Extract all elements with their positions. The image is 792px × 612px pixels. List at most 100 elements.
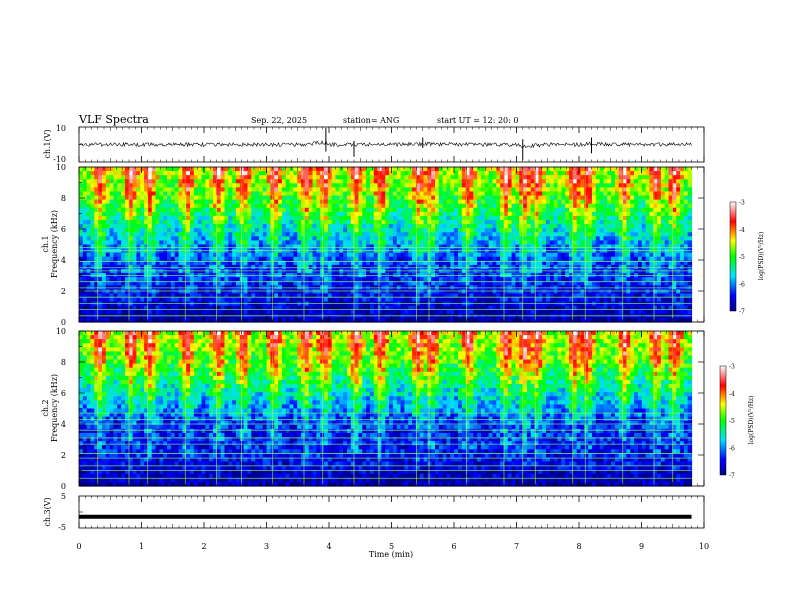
ch1-spectrogram-cell [611,252,616,258]
ch1-spectrogram-cell [186,183,191,188]
ch1-spectrogram-cell [381,277,386,282]
ch1-spectrogram-cell [634,195,639,201]
ch1-spectrogram-cell [400,232,405,237]
ch1-spectrogram-cell [366,187,371,193]
ch1-spectrogram-cell [546,236,551,242]
ch1-spectrogram-cell [645,244,650,250]
ch1-spectrogram-cell [151,195,157,201]
ch1-spectrogram-cell [297,240,302,246]
ch1-spectrogram-cell [488,224,494,229]
ch1-spectrogram-cell [243,215,249,221]
ch1-spectrogram-cell [312,236,317,242]
ch1-spectrogram-cell [144,260,149,266]
ch1-spectrogram-cell [569,228,574,233]
ch1-spectrogram-cell [220,183,226,188]
ch1-spectrogram-cell [653,191,658,197]
ch1-spectrogram-cell [201,187,206,193]
ch1-spectrogram-cell [400,203,405,209]
ch1-spectrogram-cell [247,187,252,193]
ch1-spectrogram-cell [331,256,337,262]
ch1-spectrogram-cell [324,191,329,197]
ch1-spectrogram-cell [396,207,402,213]
ch1-spectrogram-cell [235,277,241,282]
ch1-spectrogram-cell [553,203,559,209]
ch1-spectrogram-cell [618,203,624,209]
ch1-spectrogram-cell [159,281,164,286]
ch1-spectrogram-cell [377,195,383,201]
ch1-spectrogram-cell [170,256,176,262]
ch1-spectrogram-cell [546,215,551,221]
ch1-spectrogram-cell [381,240,386,246]
ch1-spectrogram-cell [220,215,226,221]
ch1-spectrogram-cell [672,277,677,282]
ch1-spectrogram-cell [507,260,513,266]
ch1-spectrogram-cell [519,260,524,266]
ch1-spectrogram-cell [507,228,513,233]
ch1-spectrogram-cell [193,228,199,233]
ch1-spectrogram-cell [427,183,432,188]
ch1-spectrogram-cell [523,224,528,229]
ch1-spectrogram-cell [366,281,371,286]
ch1-spectrogram-cell [136,215,141,221]
ch1-spectrogram-cell [281,264,287,270]
ch1-spectrogram-cell [228,220,233,225]
ch1-spectrogram-cell [607,183,612,188]
ch1-spectrogram-cell [247,260,252,266]
ch1-spectrogram-cell [637,268,643,274]
ch1-spectrogram-cell [274,281,279,286]
ch1-spectrogram-cell [385,211,390,217]
ch1-spectrogram-cell [565,195,570,201]
ch1-spectrogram-cell [542,220,547,225]
ch1-spectrogram-cell [151,277,157,282]
ch1-spectrogram-cell [381,244,386,250]
ch1-spectrogram-cell [212,203,218,209]
ch1-spectrogram-cell [526,179,532,184]
station-label: station= ANG [343,116,399,125]
ch1-spectrogram-cell [281,232,287,237]
ch1-spectrogram-cell [438,277,444,282]
ch1-spectrogram-cell [687,195,693,201]
ch1-spectrogram-cell [549,264,555,270]
ch1-spectrogram-cell [431,260,436,266]
ch1-spectrogram-cell [369,207,375,213]
ch1-spectrogram-cell [500,281,505,286]
ch1-spectrogram-cell [193,207,199,213]
ch1-spectrogram-cell [438,260,444,266]
ch1-spectrogram-cell [316,183,321,188]
ch1-spectrogram-cell [312,224,317,229]
ch1-spectrogram-cell [526,281,532,286]
ch1-spectrogram-cell [190,240,195,246]
ch1-spectrogram-cell [553,264,559,270]
ch1-spectrogram-cell [389,220,394,225]
ch1-spectrogram-cell [79,171,84,176]
ch1-spectrogram-cell [377,264,383,270]
ch1-spectrogram-cell [427,228,432,233]
ch1-spectrogram-cell [676,224,681,229]
ch1-spectrogram-cell [653,232,658,237]
ch1-spectrogram-cell [316,171,321,176]
ch1-spectrogram-cell [186,260,191,266]
ch1-spectrogram-cell [400,240,405,246]
ch1-spectrogram-cell [174,207,180,213]
ch1-spectrogram-cell [79,187,84,193]
ch1-spectrogram-cell [105,260,111,266]
ch1-spectrogram-cell [569,244,574,250]
ch1-spectrogram-cell [473,256,478,262]
ch1-spectrogram-cell [396,264,402,270]
ch1-spectrogram-cell [496,211,501,217]
ch1-spectrogram-cell [645,179,650,184]
ch1-spectrogram-cell [614,252,620,258]
ch1-spectrogram-cell [308,244,314,250]
ch1-spectrogram-cell [492,236,497,242]
ch1-spectrogram-cell [132,215,138,221]
ch1-spectrogram-cell [324,171,329,176]
ch1-spectrogram-cell [668,179,673,184]
ch1-spectrogram-cell [335,207,340,213]
ch1-spectrogram-cell [324,211,329,217]
ch1-spectrogram-cell [392,179,398,184]
ch1-spectrogram-cell [607,220,612,225]
ch1-spectrogram-cell [243,232,249,237]
ch1-spectrogram-cell [584,171,589,176]
ch1-spectrogram-cell [565,199,570,205]
ch1-spectrogram-cell [101,240,107,246]
